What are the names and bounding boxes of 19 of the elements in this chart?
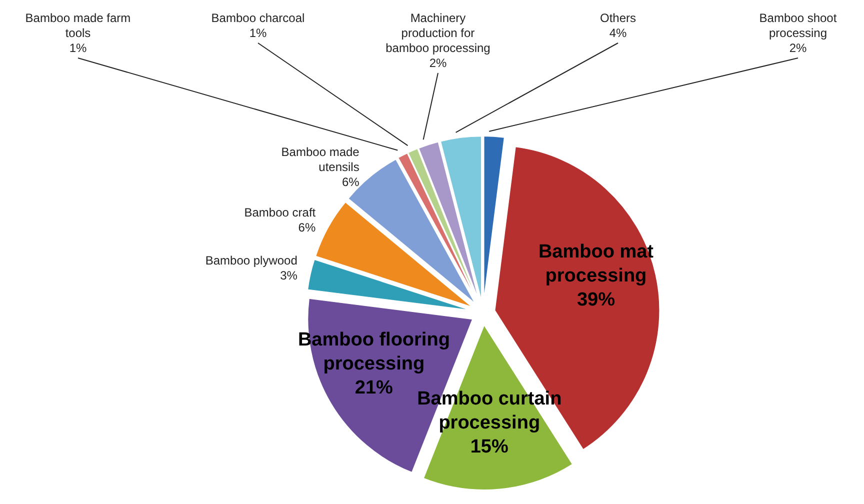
data-label: 15% xyxy=(470,436,508,458)
data-label: 2% xyxy=(789,41,807,55)
data-label: 1% xyxy=(69,41,87,55)
data-label: 6% xyxy=(298,220,316,234)
slice-label: Bamboo made farm tools xyxy=(25,11,131,40)
slice-label: Bamboo craft xyxy=(244,205,316,220)
data-label: 2% xyxy=(429,56,447,70)
slice-label: Others xyxy=(600,11,636,25)
data-label: 1% xyxy=(249,26,267,40)
slice-label: Bamboo made utensils xyxy=(281,144,360,174)
data-label: 39% xyxy=(576,290,616,311)
slice-label: Bamboo plywood xyxy=(205,254,298,268)
slice-label: Bamboo charcoal xyxy=(211,11,305,25)
data-label: 6% xyxy=(342,174,360,189)
data-label: 4% xyxy=(609,26,627,40)
data-label: 21% xyxy=(354,378,394,399)
data-label: 3% xyxy=(280,268,298,283)
slice-label: Bamboo shoot processing xyxy=(759,11,838,40)
slice-label: Machinery production for bamboo processing xyxy=(386,11,490,55)
